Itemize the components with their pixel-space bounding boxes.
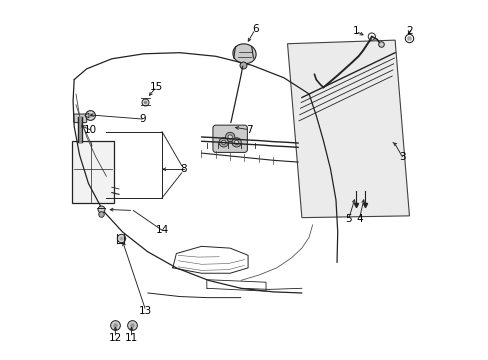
Text: 10: 10 bbox=[83, 125, 97, 135]
Text: 3: 3 bbox=[398, 152, 405, 162]
Text: 13: 13 bbox=[139, 306, 152, 316]
Text: 2: 2 bbox=[406, 26, 412, 36]
Circle shape bbox=[234, 140, 238, 144]
Circle shape bbox=[227, 135, 232, 139]
Text: 14: 14 bbox=[155, 225, 168, 235]
Circle shape bbox=[231, 138, 241, 147]
Text: 9: 9 bbox=[139, 114, 145, 124]
Circle shape bbox=[221, 140, 225, 144]
FancyBboxPatch shape bbox=[212, 125, 247, 152]
Text: 11: 11 bbox=[124, 333, 138, 343]
Text: 8: 8 bbox=[180, 164, 186, 174]
Text: 12: 12 bbox=[108, 333, 122, 343]
Polygon shape bbox=[287, 40, 408, 218]
Text: 1: 1 bbox=[352, 26, 358, 36]
FancyBboxPatch shape bbox=[74, 114, 86, 123]
Text: 4: 4 bbox=[355, 215, 362, 224]
Circle shape bbox=[225, 132, 234, 141]
FancyBboxPatch shape bbox=[72, 140, 113, 203]
Text: 5: 5 bbox=[345, 215, 351, 224]
Text: 6: 6 bbox=[251, 24, 258, 35]
Text: 15: 15 bbox=[150, 82, 163, 92]
Ellipse shape bbox=[232, 44, 256, 64]
Circle shape bbox=[219, 138, 228, 147]
Text: 7: 7 bbox=[246, 125, 253, 135]
